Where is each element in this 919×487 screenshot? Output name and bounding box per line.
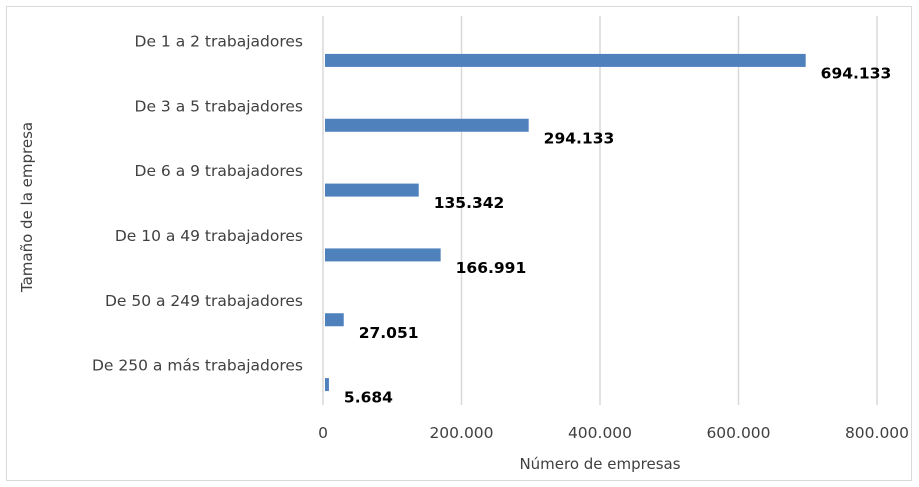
x-tick-label-4: 800.000	[845, 424, 909, 442]
x-tick-label-1: 200.000	[429, 424, 493, 442]
x-tick-labels: 0 200.000 400.000 600.000 800.000	[318, 424, 909, 442]
category-label-2: De 6 a 9 trabajadores	[135, 162, 303, 180]
x-tick-label-2: 400.000	[568, 424, 632, 442]
data-label-1: 294.133	[544, 129, 615, 147]
category-label-1: De 3 a 5 trabajadores	[135, 97, 303, 115]
category-label-3: De 10 a 49 trabajadores	[115, 227, 303, 245]
bar-4	[325, 313, 344, 327]
chart-border	[6, 6, 912, 481]
bar-2	[325, 183, 419, 197]
category-label-4: De 50 a 249 trabajadores	[105, 292, 303, 310]
gridlines	[322, 16, 878, 405]
y-axis-title: Tamaño de la empresa	[18, 122, 36, 293]
x-tick-label-3: 600.000	[706, 424, 770, 442]
category-labels: De 1 a 2 trabajadores De 3 a 5 trabajador…	[92, 32, 303, 374]
data-label-4: 27.051	[359, 324, 419, 342]
x-tick-label-0: 0	[318, 424, 328, 442]
category-label-0: De 1 a 2 trabajadores	[135, 32, 303, 50]
data-labels: 694.133 294.133 135.342 166.991 27.051 5.684	[344, 64, 891, 406]
data-label-3: 166.991	[456, 259, 527, 277]
x-axis-title: Número de empresas	[519, 455, 680, 473]
bar-3	[325, 248, 441, 262]
category-label-5: De 250 a más trabajadores	[92, 357, 303, 375]
data-label-0: 694.133	[821, 64, 892, 82]
bar-5	[325, 378, 329, 392]
data-label-5: 5.684	[344, 389, 393, 407]
bar-1	[325, 118, 529, 132]
data-label-2: 135.342	[434, 194, 505, 212]
bars	[325, 53, 806, 392]
bar-0	[325, 53, 806, 67]
